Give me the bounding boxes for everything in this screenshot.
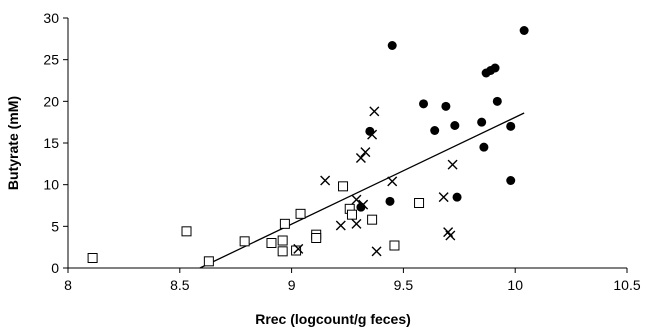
y-tick-label: 25 <box>43 52 59 68</box>
x-tick-label: 10.5 <box>613 277 640 293</box>
data-point-circle <box>441 101 451 111</box>
data-point-circle <box>419 99 429 109</box>
data-point-square <box>266 238 277 248</box>
data-point-circle <box>477 117 487 127</box>
data-point-x <box>438 192 449 203</box>
data-point-square <box>277 235 288 246</box>
data-point-circle <box>387 41 397 50</box>
data-point-circle <box>365 126 375 136</box>
data-point-circle <box>490 63 500 73</box>
y-axis-ticks: 0 5 10 15 20 25 30 <box>43 10 68 276</box>
data-point-x <box>447 159 458 170</box>
x-tick-label: 10 <box>507 277 523 293</box>
data-point-circle <box>450 121 460 130</box>
data-point-square <box>346 209 357 220</box>
x-tick-label: 9 <box>288 277 296 293</box>
series-open-square <box>87 181 425 267</box>
data-point-x <box>293 243 304 254</box>
x-tick-label: 8 <box>64 277 72 293</box>
data-point-circle <box>385 196 395 206</box>
data-point-square <box>367 214 378 225</box>
data-point-square <box>277 246 288 257</box>
data-point-square <box>311 233 322 243</box>
series-x <box>293 106 458 257</box>
x-axis-title: Rrec (logcount/g feces) <box>255 311 411 327</box>
data-point-square <box>279 218 290 229</box>
y-tick-label: 5 <box>51 218 59 234</box>
y-axis-title: Butyrate (mM) <box>5 96 21 190</box>
y-tick-label: 30 <box>43 10 59 26</box>
data-point-x <box>351 218 362 229</box>
data-point-circle <box>492 96 502 106</box>
x-tick-label: 8.5 <box>170 277 190 293</box>
data-point-x <box>335 220 346 231</box>
data-point-x <box>360 147 371 158</box>
x-tick-label: 9.5 <box>394 277 414 293</box>
data-point-circle <box>506 121 516 131</box>
data-point-circle <box>479 142 489 152</box>
y-tick-label: 0 <box>51 260 59 276</box>
data-point-square <box>181 226 192 237</box>
plot-area <box>87 26 529 269</box>
data-point-x <box>351 194 362 205</box>
x-axis-ticks: 8 8.5 9 9.5 10 10.5 <box>64 268 641 293</box>
y-tick-label: 10 <box>43 177 59 193</box>
data-point-x <box>445 230 456 241</box>
data-point-circle <box>452 192 462 202</box>
data-point-square <box>414 198 425 208</box>
data-point-square <box>338 181 349 192</box>
data-point-x <box>320 175 331 186</box>
data-point-x <box>369 106 380 117</box>
y-tick-label: 20 <box>43 93 59 109</box>
data-point-x <box>371 246 382 257</box>
trend-line <box>199 112 525 269</box>
data-point-square <box>87 253 98 263</box>
data-point-square <box>389 240 400 251</box>
data-point-x <box>355 153 366 163</box>
data-point-x <box>387 176 398 187</box>
series-filled-circle <box>356 26 529 212</box>
data-point-circle <box>519 26 529 35</box>
data-point-circle <box>506 176 516 185</box>
data-point-square <box>203 256 214 267</box>
data-point-square <box>239 236 250 247</box>
data-point-circle <box>356 202 366 212</box>
data-point-circle <box>430 126 440 135</box>
y-tick-label: 15 <box>43 135 59 151</box>
data-point-square <box>295 208 306 219</box>
